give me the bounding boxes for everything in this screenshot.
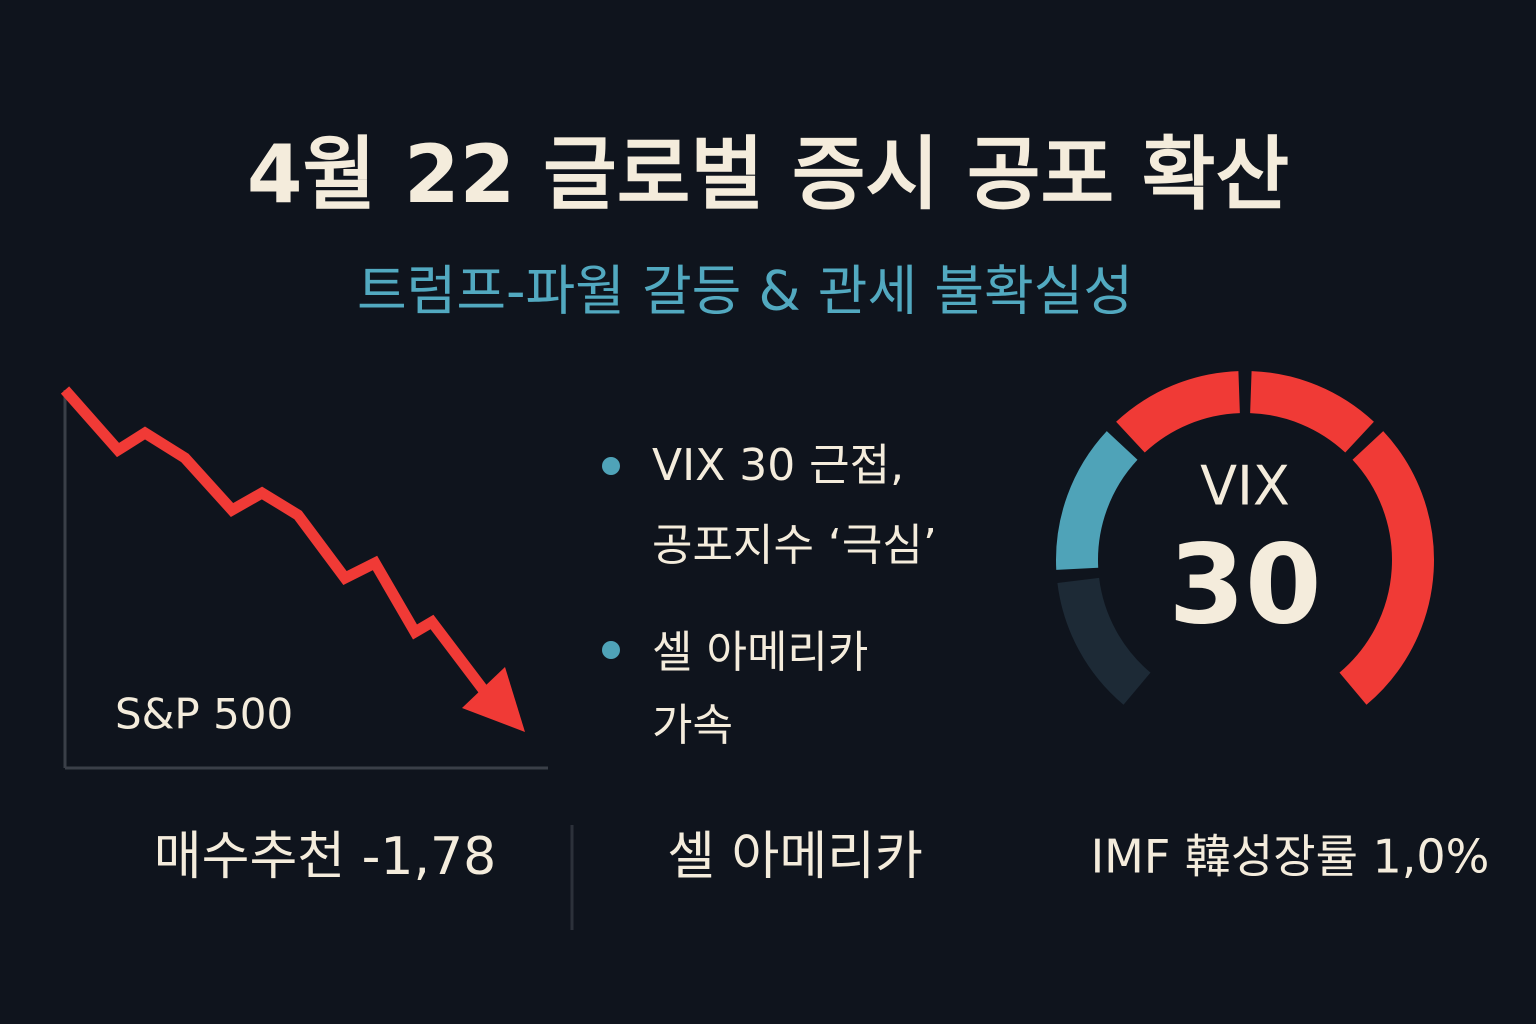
gauge-label: VIX xyxy=(1200,455,1290,518)
bullet-text: 가속 xyxy=(652,700,733,751)
gauge-segment xyxy=(1057,577,1151,705)
gauge-segment xyxy=(1056,431,1138,570)
gauge-value: 30 xyxy=(1168,520,1321,648)
bullet-dot xyxy=(602,457,620,475)
trend-line xyxy=(60,386,490,696)
chart-label: S&P 500 xyxy=(115,690,293,739)
gauge-segment xyxy=(1339,431,1434,705)
title: 4월 22 글로벌 증시 공포 확산 xyxy=(247,128,1289,221)
bullet-dot xyxy=(602,641,620,659)
gauge-segment xyxy=(1249,371,1374,453)
footer-item: 매수추천 -1,78 xyxy=(154,827,496,887)
decline-chart: S&P 500 xyxy=(60,386,548,770)
footer-item: IMF 韓성장률 1,0% xyxy=(1091,830,1490,884)
bullet-text: 공포지수 ‘극심’ xyxy=(652,520,937,571)
footer-item: 셀 아메리카 xyxy=(667,827,923,887)
bullets: VIX 30 근접, 공포지수 ‘극심’ 셀 아메리카 가속 xyxy=(602,440,937,751)
footer: 매수추천 -1,78 셀 아메리카 IMF 韓성장률 1,0% xyxy=(154,825,1490,930)
bullet-text: 셀 아메리카 xyxy=(652,627,868,678)
bullet-text: VIX 30 근접, xyxy=(652,440,904,491)
gauge-segment xyxy=(1116,371,1241,453)
arrow-head xyxy=(462,667,525,732)
subtitle: 트럼프-파월 갈등 & 관세 불확실성 xyxy=(357,260,1133,323)
vix-gauge: VIX 30 xyxy=(1056,371,1434,705)
